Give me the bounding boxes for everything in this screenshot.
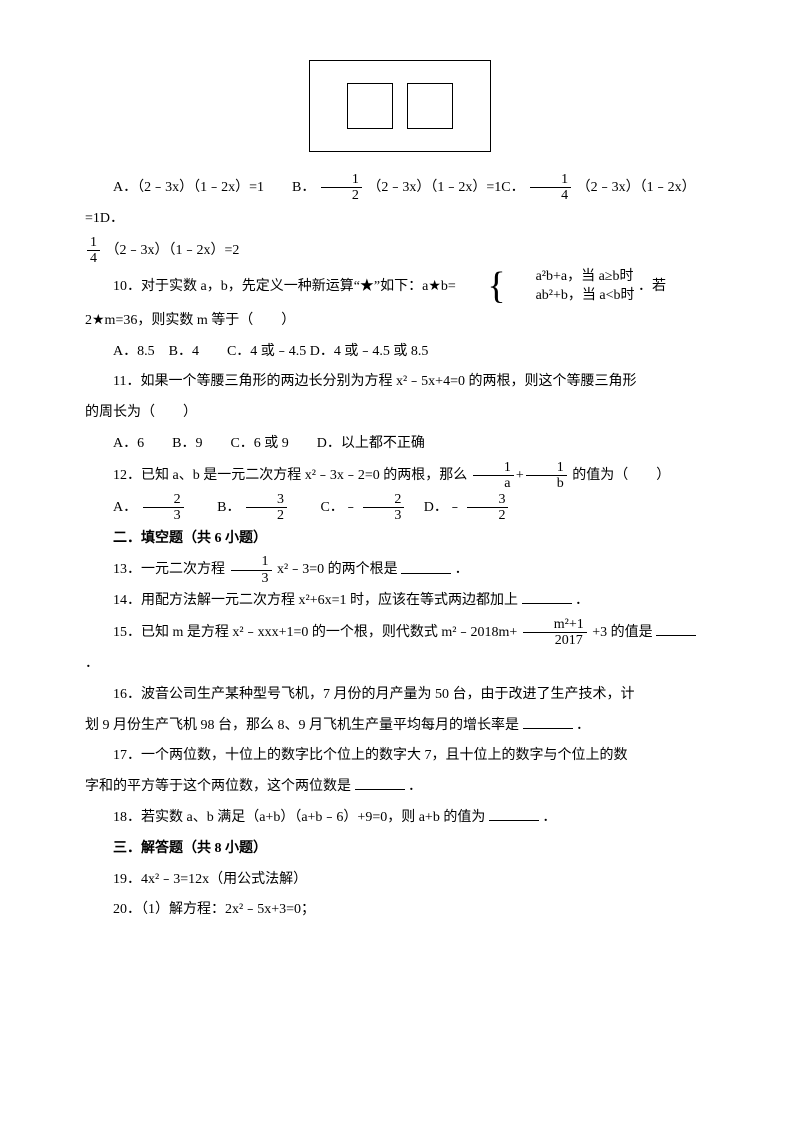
q12-options: A． 2 3 B． 3 2 C．﹣ 2 3 D．﹣ 3 2: [85, 492, 715, 524]
fill-blank[interactable]: [489, 806, 539, 821]
q11-stem-line2: 的周长为（ ）: [85, 398, 715, 429]
q17-text-post: ．: [408, 779, 422, 794]
figure-inner-box-left: [347, 83, 393, 129]
q15-text-post: ．: [85, 649, 715, 680]
q14-stem: 14．用配方法解一元二次方程 x²+6x=1 时，应该在等式两边都加上 ．: [85, 586, 715, 617]
q12-optC-pre: C．﹣: [292, 500, 357, 515]
fraction-numerator: 3: [467, 492, 508, 508]
fill-blank[interactable]: [656, 621, 696, 636]
q10-cases-bracket: { a²b+a，当 a≥b时 ab²+b，当 a<b时: [459, 267, 634, 306]
q13-text-mid: x²﹣3=0 的两个根是: [277, 563, 398, 578]
q10-text-post: ．若: [638, 278, 666, 293]
cases-line-1: a²b+a，当 a≥b时: [508, 267, 635, 287]
q12-optA-pre: A．: [113, 500, 137, 515]
fill-blank[interactable]: [523, 714, 573, 729]
q9-optD-pre: D．: [100, 211, 124, 226]
q15-fraction: m²+1 2017: [523, 617, 587, 649]
q16-line1: 16．波音公司生产某种型号飞机，7 月份的月产量为 50 台，由于改进了生产技术…: [85, 680, 715, 711]
q14-text-pre: 14．用配方法解一元二次方程 x²+6x=1 时，应该在等式两边都加上: [113, 593, 518, 608]
q10-stem-line1: 10．对于实数 a，b，先定义一种新运算“★”如下：a★b= { a²b+a，当…: [85, 267, 715, 306]
q18-stem: 18．若实数 a、b 满足（a+b）（a+b﹣6）+9=0，则 a+b 的值为 …: [85, 803, 715, 834]
section-3-heading: 三．解答题（共 8 小题）: [85, 834, 715, 865]
q15-text-pre: 15．已知 m 是方程 x²﹣xxx+1=0 的一个根，则代数式 m²﹣2018…: [113, 625, 517, 640]
q9-optC-pre: C．: [501, 180, 524, 195]
fraction-denominator: 3: [231, 571, 272, 586]
q18-text-post: ．: [542, 810, 556, 825]
q12-optC-fraction: 2 3: [363, 492, 404, 524]
section-2-heading: 二．填空题（共 6 小题）: [85, 524, 715, 555]
figure-rectangle-with-boxes: [309, 60, 491, 152]
q12-plus: +: [516, 468, 524, 483]
fraction-denominator: a: [473, 476, 514, 491]
fill-blank[interactable]: [401, 559, 451, 574]
q13-text-pre: 13．一元二次方程: [113, 563, 225, 578]
fraction-numerator: 1: [87, 235, 100, 251]
document-page: A．（2﹣3x）（1﹣2x）=1 B． 1 2 （2﹣3x）（1﹣2x）=1C．…: [0, 0, 800, 1132]
fraction-denominator: 2: [467, 508, 508, 523]
fraction-denominator: 4: [87, 251, 100, 266]
q12-fraction-2: 1 b: [526, 460, 567, 492]
q10-stem-line2: 2★m=36，则实数 m 等于（ ）: [85, 306, 715, 337]
q16-text-post: ．: [576, 718, 590, 733]
q9-optA-text: A．（2﹣3x）（1﹣2x）=1 B．: [113, 180, 315, 195]
fraction-denominator: b: [526, 476, 567, 491]
q9-optB-text: （2﹣3x）（1﹣2x）=1: [367, 180, 501, 195]
q15-text-mid: +3 的值是: [592, 625, 652, 640]
q9-optD-text: （2﹣3x）（1﹣2x）=2: [106, 243, 240, 258]
q14-text-post: ．: [575, 593, 589, 608]
fraction-numerator: 1: [526, 460, 567, 476]
fraction-numerator: 2: [363, 492, 404, 508]
cases-line-2: ab²+b，当 a<b时: [508, 286, 635, 306]
fraction-denominator: 2: [321, 188, 362, 203]
fraction-numerator: 2: [143, 492, 184, 508]
fraction-numerator: 3: [246, 492, 287, 508]
q9-options-line1: A．（2﹣3x）（1﹣2x）=1 B． 1 2 （2﹣3x）（1﹣2x）=1C．…: [85, 172, 715, 235]
fraction-numerator: 1: [231, 554, 272, 570]
figure-inner-box-right: [407, 83, 453, 129]
q17-line2: 字和的平方等于这个两位数，这个两位数是 ．: [85, 772, 715, 803]
q20-stem: 20．（1）解方程：2x²﹣5x+3=0；: [85, 895, 715, 926]
q12-optA-fraction: 2 3: [143, 492, 184, 524]
fraction-numerator: m²+1: [523, 617, 587, 633]
q12-stem: 12．已知 a、b 是一元二次方程 x²﹣3x﹣2=0 的两根，那么 1 a +…: [85, 460, 715, 492]
q12-optB-pre: B．: [189, 500, 240, 515]
left-brace-icon: {: [459, 267, 505, 306]
q16-text-pre: 划 9 月份生产飞机 98 台，那么 8、9 月飞机生产量平均每月的增长率是: [85, 718, 519, 733]
q10-options: A．8.5 B．4 C．4 或﹣4.5 D．4 或﹣4.5 或 8.5: [85, 337, 715, 368]
q17-text-pre: 字和的平方等于这个两位数，这个两位数是: [85, 779, 351, 794]
q9-options-line2: 1 4 （2﹣3x）（1﹣2x）=2: [85, 235, 715, 267]
fill-blank[interactable]: [522, 589, 572, 604]
fraction-numerator: 1: [530, 172, 571, 188]
q12-fraction-1: 1 a: [473, 460, 514, 492]
fraction-denominator: 2: [246, 508, 287, 523]
cases-lines: a²b+a，当 a≥b时 ab²+b，当 a<b时: [508, 267, 635, 306]
q15-stem: 15．已知 m 是方程 x²﹣xxx+1=0 的一个根，则代数式 m²﹣2018…: [85, 617, 715, 649]
q18-text-pre: 18．若实数 a、b 满足（a+b）（a+b﹣6）+9=0，则 a+b 的值为: [113, 810, 485, 825]
fraction-denominator: 3: [363, 508, 404, 523]
q11-stem-line1: 11．如果一个等腰三角形的两边长分别为方程 x²﹣5x+4=0 的两根，则这个等…: [85, 367, 715, 398]
q11-options: A．6 B．9 C．6 或 9 D．以上都不正确: [85, 429, 715, 460]
q12-text-post: 的值为（ ）: [572, 468, 670, 483]
q12-text-pre: 12．已知 a、b 是一元二次方程 x²﹣3x﹣2=0 的两根，那么: [113, 468, 467, 483]
q12-optD-pre: D．﹣: [410, 500, 462, 515]
q16-line2: 划 9 月份生产飞机 98 台，那么 8、9 月飞机生产量平均每月的增长率是 ．: [85, 711, 715, 742]
q10-text-pre: 10．对于实数 a，b，先定义一种新运算“★”如下：a★b=: [113, 278, 456, 293]
fill-blank[interactable]: [355, 775, 405, 790]
fraction-denominator: 3: [143, 508, 184, 523]
q19-stem: 19．4x²﹣3=12x（用公式法解）: [85, 865, 715, 896]
fraction-denominator: 2017: [523, 633, 587, 648]
fraction-numerator: 1: [473, 460, 514, 476]
q9-optB-fraction: 1 2: [321, 172, 362, 204]
q12-optD-fraction: 3 2: [467, 492, 508, 524]
q13-text-post: ．: [455, 563, 469, 578]
q12-optB-fraction: 3 2: [246, 492, 287, 524]
q17-line1: 17．一个两位数，十位上的数字比个位上的数字大 7，且十位上的数字与个位上的数: [85, 741, 715, 772]
q9-optC-fraction: 1 4: [530, 172, 571, 204]
q13-stem: 13．一元二次方程 1 3 x²﹣3=0 的两个根是 ．: [85, 554, 715, 586]
fraction-numerator: 1: [321, 172, 362, 188]
fraction-denominator: 4: [530, 188, 571, 203]
q9-optD-fraction: 1 4: [87, 235, 100, 267]
q13-fraction: 1 3: [231, 554, 272, 586]
